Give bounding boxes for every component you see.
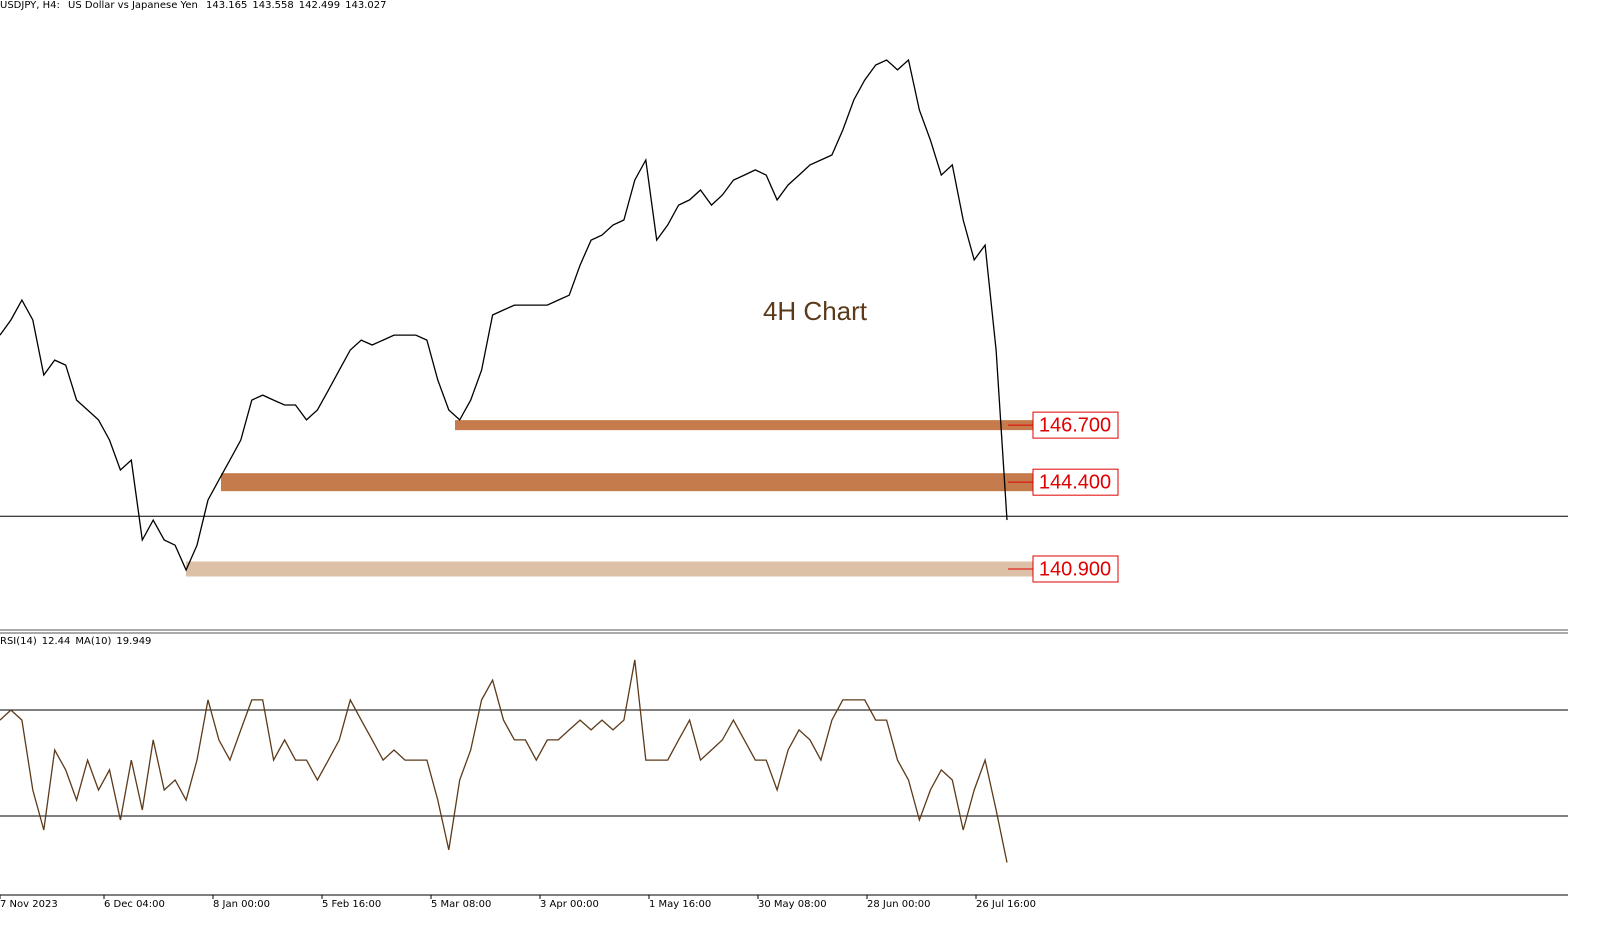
- symbol: USDJPY, H4:: [0, 0, 60, 11]
- rsi-value: 12.44: [41, 636, 71, 647]
- level-label: 140.900: [1039, 558, 1111, 580]
- ma-value: 19.949: [116, 636, 152, 647]
- description: US Dollar vs Japanese Yen: [68, 0, 198, 11]
- x-tick-label: 28 Jun 00:00: [867, 899, 931, 910]
- high: 143.558: [252, 0, 294, 11]
- annotation: 4H Chart: [763, 296, 868, 326]
- level-label-box: [1032, 555, 1119, 583]
- level-band: [221, 473, 1035, 492]
- x-tick-label: 7 Nov 2023: [0, 899, 58, 910]
- level-label-box: [1032, 411, 1119, 439]
- level-band: [455, 420, 1035, 431]
- series-line: [0, 58, 1008, 572]
- low: 142.499: [298, 0, 341, 11]
- rsi-name: RSI(14): [0, 636, 37, 647]
- price-header: USDJPY, H4: US Dollar vs Japanese Yen 14…: [0, 0, 391, 11]
- level-label: 146.700: [1039, 414, 1111, 436]
- series-line: [0, 659, 1008, 863]
- x-tick-label: 30 May 08:00: [758, 899, 827, 910]
- level-label-box: [1032, 468, 1119, 496]
- ma-name: MA(10): [75, 636, 112, 647]
- x-tick-label: 6 Dec 04:00: [104, 899, 165, 910]
- x-tick-label: 26 Jul 16:00: [976, 899, 1036, 910]
- x-tick-label: 5 Feb 16:00: [322, 899, 381, 910]
- x-tick-label: 5 Mar 08:00: [431, 899, 491, 910]
- x-tick-label: 8 Jan 00:00: [213, 899, 270, 910]
- level-band: [186, 561, 1035, 577]
- close: 143.027: [345, 0, 387, 11]
- rsi-header: RSI(14) 12.44 MA(10) 19.949: [0, 636, 156, 647]
- level-label: 144.400: [1039, 471, 1111, 493]
- x-tick-label: 3 Apr 00:00: [540, 899, 599, 910]
- open: 143.165: [206, 0, 248, 11]
- x-tick-label: 1 May 16:00: [649, 899, 711, 910]
